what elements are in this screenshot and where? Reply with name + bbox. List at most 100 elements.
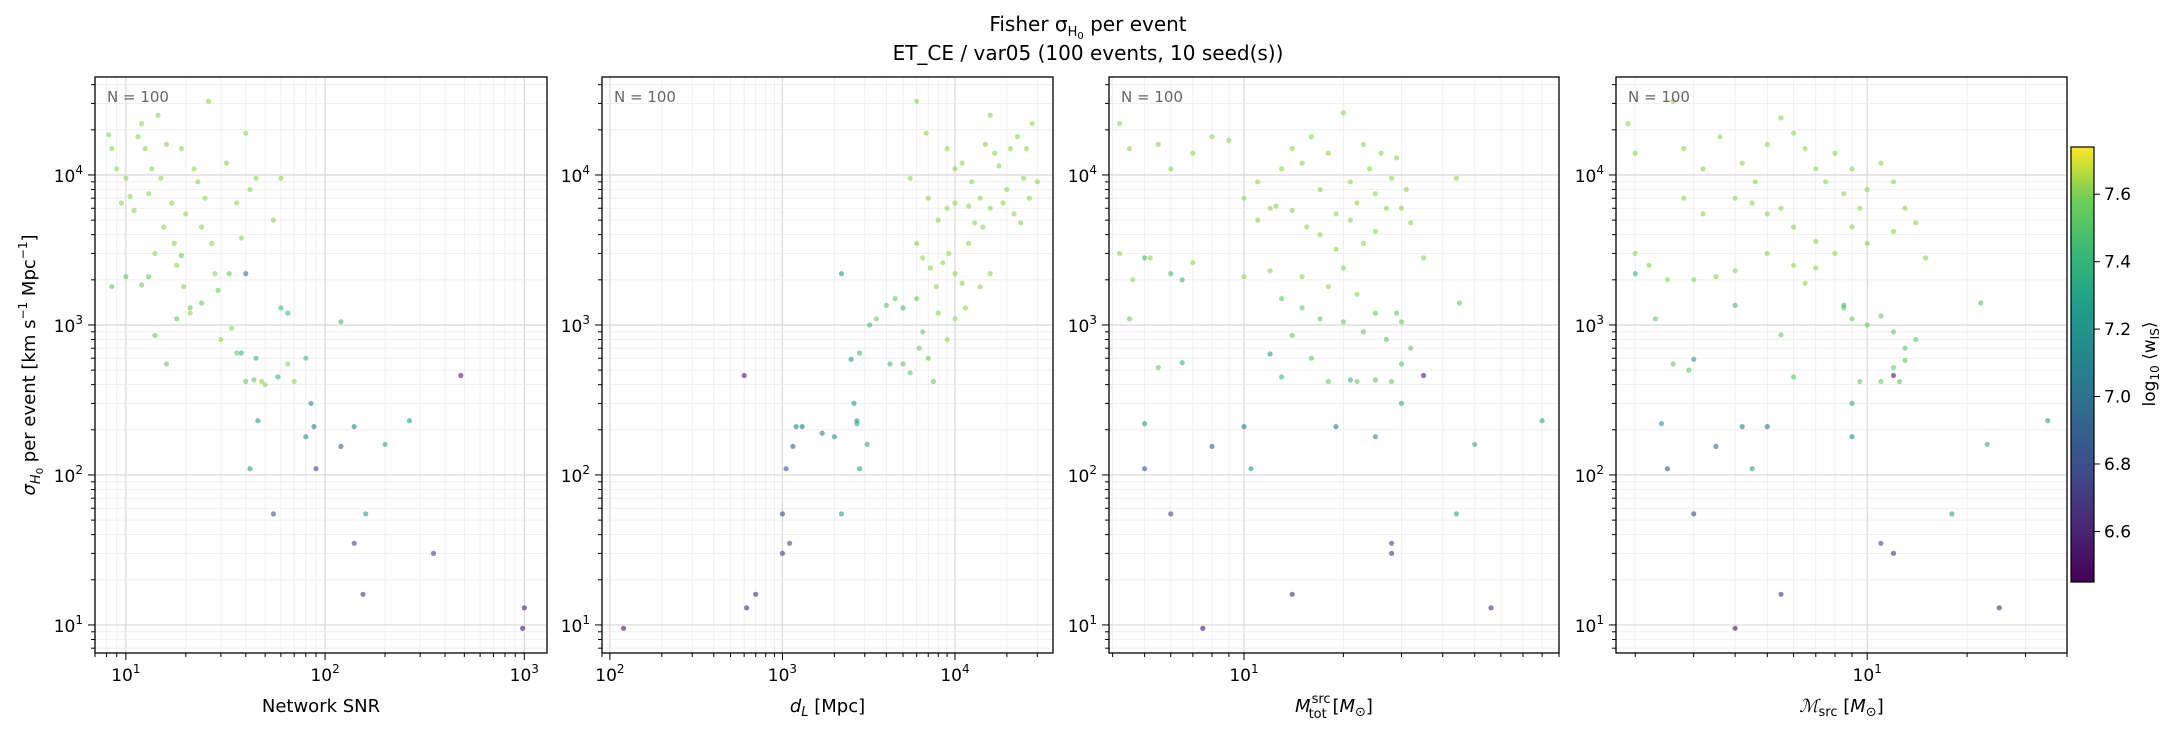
data-point [278,305,284,311]
data-point [1453,511,1459,517]
data-point [109,146,115,152]
data-point [1857,205,1863,211]
data-point [1823,179,1829,185]
panel-2: 102 103 104 101 102 103 104 N = 100 dL [Mpc] [561,76,1054,720]
plot-frame [94,76,548,654]
data-point [458,372,464,379]
data-point [1304,224,1310,230]
data-point [753,591,759,597]
data-point [255,418,261,424]
data-point [1691,356,1697,362]
data-point [209,240,215,246]
data-point [171,240,177,246]
y-tick-label: 101 [561,613,590,637]
data-point [1713,274,1719,280]
data-point [925,355,931,361]
data-point [980,224,986,230]
data-point [174,316,180,322]
data-point [783,466,789,472]
data-point [123,175,129,181]
data-point [1179,360,1185,366]
data-point [923,130,929,136]
data-point [933,284,939,290]
data-point [621,625,627,631]
data-point [109,284,115,290]
data-point [952,316,958,322]
data-point [1333,424,1339,430]
data-point [864,441,870,447]
data-point [987,112,993,118]
data-point [1004,186,1010,193]
y-tick-label: 101 [1068,613,1097,637]
data-point [1317,186,1323,193]
title-line1: Fisher σ [989,12,1068,36]
data-point [247,466,253,472]
colorbar: 6.6 6.8 7.0 7.2 7.4 7.6 log10 ⟨wIS⟩ [2070,146,2162,583]
data-point [1864,322,1870,328]
data-point [1813,238,1819,245]
data-point [202,195,208,201]
data-point [1155,141,1161,147]
data-point [114,166,120,172]
data-point [1849,316,1855,322]
figure-title: Fisher σH0 per event ET_CE / var05 (100 … [893,12,1284,65]
data-point [779,511,786,517]
data-point [966,203,972,209]
data-point [1890,329,1897,335]
data-point [1686,367,1692,373]
data-point [1913,336,1919,343]
data-point [793,424,799,430]
data-point [308,400,314,406]
data-point [952,200,958,206]
panel-1: 101 102 103 101 102 103 104 N = 100 Network SNR σ… [16,76,548,717]
plot-frame [1615,76,2068,654]
data-point [1658,421,1665,427]
data-point [152,332,158,339]
data-point [1681,146,1687,152]
data-point [1878,313,1884,319]
data-point [854,418,860,424]
data-point [1372,377,1378,383]
data-point [1539,418,1545,424]
data-point [1398,361,1405,367]
colorbar-label: log10 ⟨wIS⟩ [2140,322,2162,407]
ticks: 101 102 103 101 102 103 104 [54,84,539,686]
y-tick-label: 103 [561,313,590,337]
data-point [944,205,950,211]
data-point [1896,378,1902,385]
data-point [1248,466,1254,472]
data-point [851,400,857,406]
data-point [183,211,189,217]
data-point [1681,195,1687,201]
data-point [1632,250,1638,256]
data-point [857,350,863,356]
data-point [1913,220,1919,226]
data-point [146,274,152,280]
data-point [935,217,941,223]
panel-3: 101 101 102 103 104 N = 100 Msrc tot [M⊙] [1068,76,1560,722]
data-point [199,224,205,230]
data-point [275,374,281,380]
data-point [131,207,137,214]
data-point [1457,300,1463,306]
data-point [944,146,950,152]
scatter-points [1117,110,1545,631]
data-point [1347,179,1353,185]
data-point [1421,372,1427,379]
data-point [215,287,221,293]
data-point [1241,274,1247,280]
data-point [1325,150,1331,156]
data-point [178,253,184,259]
data-point [1670,361,1676,367]
data-point [1142,466,1148,472]
data-point [787,540,793,546]
data-point [1472,441,1478,447]
data-point [163,361,170,367]
data-point [1700,211,1706,217]
data-point [1018,220,1024,226]
data-point [935,310,941,316]
data-point [1317,232,1323,238]
data-point [1389,175,1395,181]
data-point [1383,336,1389,343]
data-point [914,240,920,246]
